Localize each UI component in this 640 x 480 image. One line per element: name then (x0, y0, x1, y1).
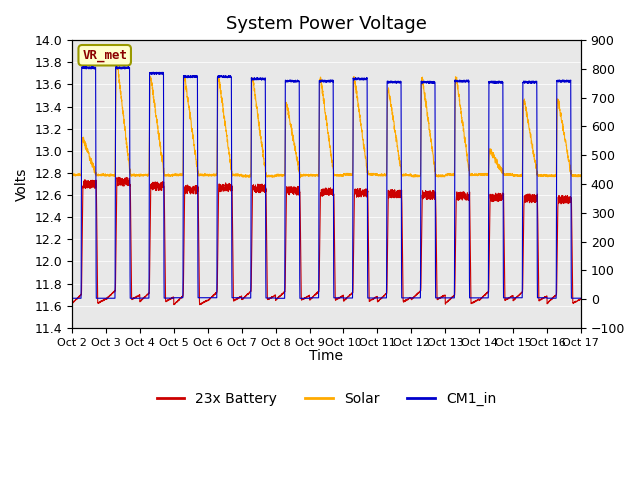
Solar (285, 114, 293, 120)
Solar (264, 173, 271, 179)
Solar (296, 175, 304, 181)
CM1_in (68, 295, 76, 301)
23x Battery (568, 200, 575, 205)
23x Battery (196, 302, 204, 308)
Line: CM1_in: CM1_in (72, 67, 581, 298)
CM1_in (126, 295, 134, 301)
CM1_in (285, 79, 293, 84)
CM1_in (513, 295, 520, 300)
23x Battery (115, 174, 122, 180)
23x Battery (285, 191, 293, 196)
23x Battery (126, 182, 134, 188)
Solar (68, 171, 76, 177)
Solar (157, 145, 164, 151)
23x Battery (513, 295, 520, 300)
Line: 23x Battery: 23x Battery (72, 177, 581, 305)
23x Battery (577, 296, 585, 301)
Solar (577, 173, 585, 179)
23x Battery (68, 300, 76, 306)
X-axis label: Time: Time (310, 349, 344, 363)
23x Battery (264, 297, 271, 302)
CM1_in (272, 295, 280, 301)
Solar (113, 57, 120, 63)
Title: System Power Voltage: System Power Voltage (226, 15, 427, 33)
CM1_in (577, 295, 585, 301)
CM1_in (264, 295, 271, 301)
Y-axis label: Volts: Volts (15, 168, 29, 201)
Text: VR_met: VR_met (82, 49, 127, 62)
Line: Solar: Solar (72, 60, 581, 178)
Solar (568, 169, 575, 175)
CM1_in (157, 71, 164, 76)
Solar (126, 172, 134, 178)
CM1_in (568, 275, 575, 280)
Solar (513, 172, 520, 178)
CM1_in (112, 64, 120, 70)
Legend: 23x Battery, Solar, CM1_in: 23x Battery, Solar, CM1_in (151, 386, 502, 412)
23x Battery (157, 185, 164, 191)
